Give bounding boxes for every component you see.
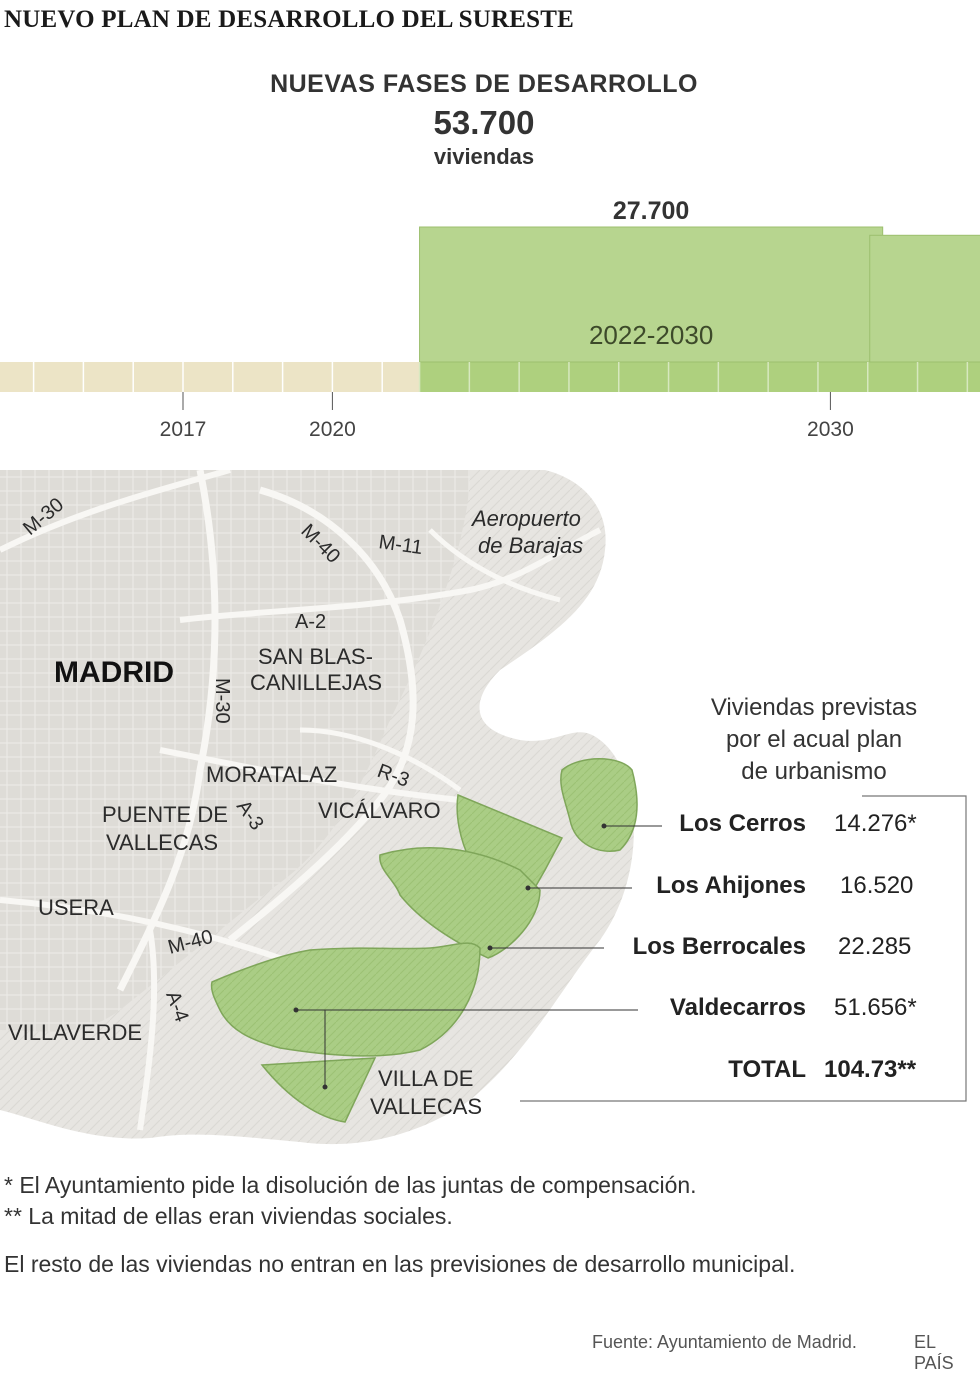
legend-name: Valdecarros [669,994,806,1021]
footnote-3: El resto de las viviendas no entran en l… [4,1251,796,1277]
legend-title-line-2: por el acual plan [725,726,903,753]
zone-valdecarros-south [260,1057,377,1123]
label-madrid: MADRID [54,656,174,689]
legend-value: 16.520 [840,872,914,899]
label-barajas: de Barajas [478,533,583,558]
label-aeropuerto: Aeropuerto [470,506,581,531]
bar-2022-2030 [419,226,884,363]
zone-los-cerros [560,758,638,852]
zone-los-berrocales [379,847,541,959]
urban-core [0,470,470,1032]
road-network [0,470,602,1131]
leader-lines [293,823,662,1090]
legend-value: 14.276* [834,810,917,837]
label-villa-de: VILLA DE [378,1066,473,1091]
label-vicalvaro: VICÁLVARO [318,798,441,823]
footnote-2: ** La mitad de ellas eran viviendas soci… [4,1203,453,1229]
southeast-map: MADRID SAN BLAS- CANILLEJAS MORATALAZ VI… [0,470,967,1145]
development-zones [210,758,638,1123]
brand-credit: EL PAÍS [914,1332,954,1373]
legend-title-line-1: Viviendas previstas [710,694,918,721]
bar-2031-2039 [869,234,980,363]
timeline-active-segment [419,362,883,392]
zone-valdecarros [210,942,481,1057]
label-usera: USERA [38,895,114,920]
axis-tick-label: 2020 [309,418,356,441]
road-a2: A-2 [295,611,326,633]
legend-name: Los Ahijones [656,872,806,899]
legend-title-line-3: de urbanismo [741,758,887,785]
legend-name: Los Cerros [679,810,806,837]
axis-tick-label: 2030 [807,418,854,441]
label-villaverde: VILLAVERDE [8,1020,142,1045]
label-vallecas: VALLECAS [106,830,218,855]
label-canillejas: CANILLEJAS [250,670,382,695]
legend-value: 22.285 [838,933,912,960]
legend-value: 51.656* [834,994,917,1021]
label-san-blas: SAN BLAS- [258,644,373,669]
bar-period-label: 2022-2030 [589,320,713,350]
headline: NUEVO PLAN DE DESARROLLO DEL SURESTE [4,6,575,33]
total-housing-unit: viviendas [433,144,535,169]
timeline-active-segment [867,362,980,392]
timeline-chart: 27.7002022-203026.0002031-20392017202020… [0,197,980,441]
label-moratalaz: MORATALAZ [206,762,337,787]
total-housing-value: 53.700 [433,104,535,141]
legend-name: Los Berrocales [632,933,806,960]
road-m30-east: M-30 [211,678,233,724]
footnote-1: * El Ayuntamiento pide la disolución de … [4,1172,697,1198]
source-credit: Fuente: Ayuntamiento de Madrid. [592,1332,857,1352]
axis-tick-label: 2017 [160,418,207,441]
legend-frame [520,795,967,1102]
label-puente-de: PUENTE DE [102,802,228,827]
legend-total-value: 104.73** [824,1056,917,1083]
chart-title: NUEVAS FASES DE DESARROLLO [270,70,698,98]
legend-title: Viviendas previstas por el acual plan de… [664,692,964,788]
bar-value-label: 27.700 [613,197,689,225]
legend-total-label: TOTAL [728,1056,806,1083]
label-villa-vallecas: VALLECAS [370,1094,482,1119]
